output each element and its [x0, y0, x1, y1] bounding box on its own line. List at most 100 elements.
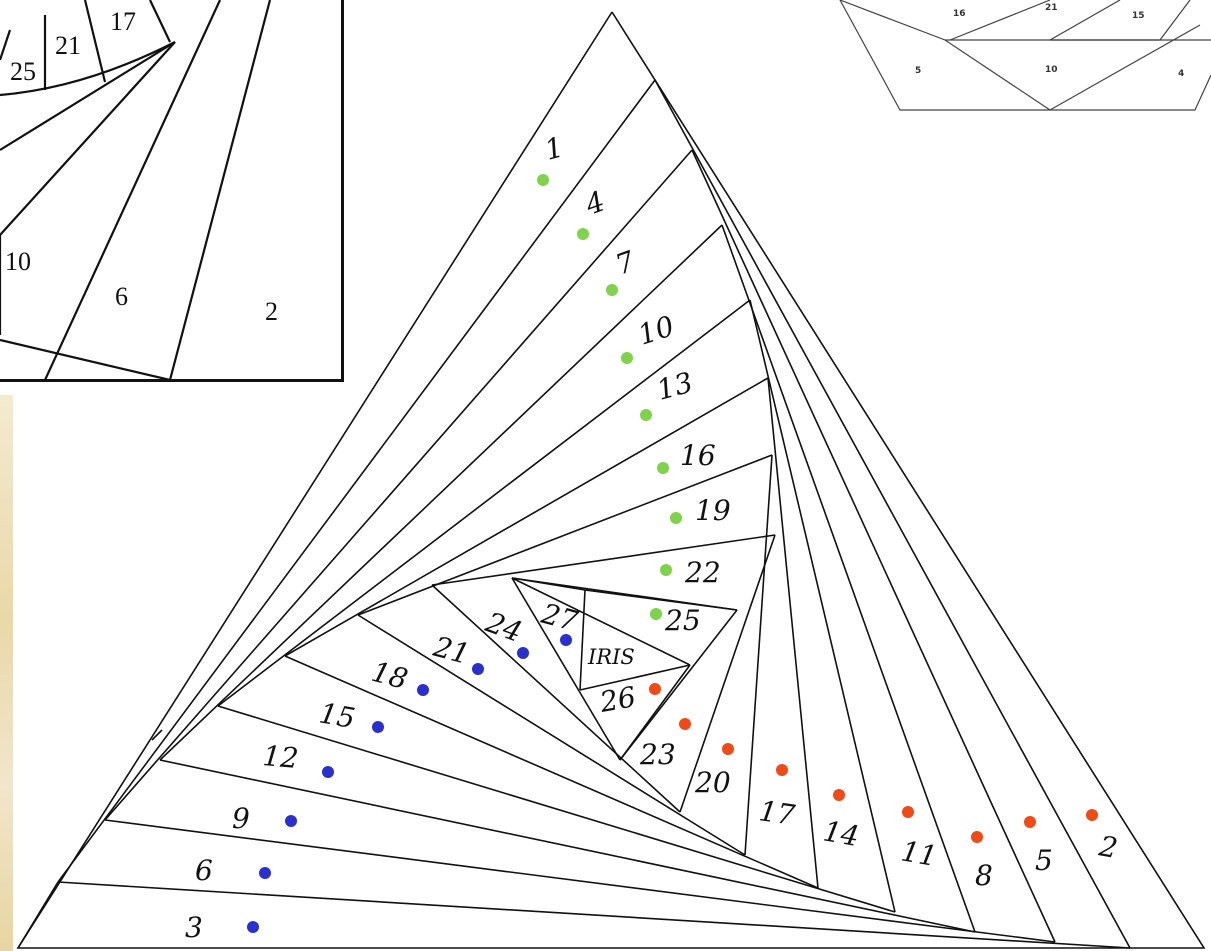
strip-line-1 [57, 79, 656, 883]
strip-dot-5 [1024, 816, 1036, 828]
strip-label-25: 25 [664, 604, 701, 637]
strip-dot-16 [657, 462, 669, 474]
strip-line-3 [159, 224, 723, 761]
right-card-label-5: 5 [915, 66, 921, 76]
strip-dot-21 [472, 663, 484, 675]
strip-dot-24 [517, 647, 529, 659]
strip-dot-4 [577, 228, 589, 240]
strip-line-14 [744, 454, 773, 856]
strip-line-13 [767, 377, 819, 889]
strip-dot-25 [650, 608, 662, 620]
iris-center-label: IRIS [587, 645, 635, 669]
strip-line-16 [619, 609, 738, 761]
strip-line-11 [721, 224, 976, 933]
strip-line-24 [511, 577, 621, 761]
right-pattern-card: 16 21 15 5 10 4 [830, 0, 1211, 116]
strip-line-7 [431, 534, 776, 586]
strip-line-28 [579, 664, 691, 691]
strip-dot-15 [372, 721, 384, 733]
strip-label-18: 18 [368, 655, 411, 696]
strip-line-23 [431, 584, 681, 813]
strip-dot-10 [621, 352, 633, 364]
strip-line-25 [511, 577, 691, 666]
left-card-label-6: 6 [115, 282, 128, 311]
strip-dot-19 [670, 512, 682, 524]
photo-edge-strip [0, 395, 13, 951]
strip-line-17 [57, 881, 1131, 949]
strip-label-9: 9 [232, 802, 250, 835]
strip-label-3: 3 [185, 911, 203, 944]
right-card-label-21: 21 [1045, 3, 1058, 13]
strip-label-12: 12 [261, 739, 299, 775]
strip-label-26: 26 [597, 680, 639, 719]
strip-line-26 [579, 589, 586, 691]
left-pattern-card: 17 25 21 10 6 2 [0, 0, 344, 382]
strip-line-30 [511, 577, 586, 591]
strip-line-9 [654, 79, 1131, 949]
strip-dot-7 [606, 284, 618, 296]
strip-line-29 [584, 589, 738, 611]
strip-line-10 [691, 149, 1056, 943]
strip-line-27 [619, 664, 691, 761]
strip-line-18 [104, 819, 1056, 943]
strip-dot-3 [247, 921, 259, 933]
left-card-label-17: 17 [110, 7, 136, 36]
strip-label-6: 6 [195, 854, 213, 887]
strip-dot-2 [1086, 809, 1098, 821]
right-pattern-svg: 16 21 15 5 10 4 [839, 0, 1211, 111]
right-card-label-16: 16 [953, 9, 966, 19]
strip-dot-14 [833, 789, 845, 801]
strip-label-24: 24 [481, 605, 527, 649]
strip-label-4: 4 [580, 184, 609, 221]
right-card-label-15: 15 [1132, 11, 1145, 21]
strip-dot-6 [259, 867, 271, 879]
strip-label-2: 2 [1096, 829, 1120, 865]
strip-line-22 [357, 614, 746, 856]
strip-line-21 [284, 655, 819, 889]
strip-dots [247, 174, 1098, 933]
strip-dot-1 [537, 174, 549, 186]
strip-label-11: 11 [899, 834, 940, 873]
left-card-label-10: 10 [5, 247, 31, 276]
strip-label-23: 23 [639, 738, 676, 771]
strip-dot-18 [417, 684, 429, 696]
strip-label-13: 13 [653, 366, 696, 407]
strip-line-5 [284, 377, 769, 657]
left-card-label-21: 21 [55, 31, 81, 60]
right-card-label-10: 10 [1045, 65, 1058, 75]
left-card-label-25: 25 [10, 57, 36, 86]
strip-label-7: 7 [611, 244, 639, 281]
strip-line-2 [104, 149, 693, 821]
strip-dot-20 [722, 743, 734, 755]
strip-line-12 [749, 299, 896, 913]
strip-dot-11 [902, 806, 914, 818]
strip-label-14: 14 [821, 814, 862, 853]
strip-line-32 [17, 881, 59, 949]
strip-dot-22 [660, 564, 672, 576]
left-card-label-2: 2 [265, 297, 278, 326]
strip-line-15 [679, 534, 776, 813]
strip-label-5: 5 [1035, 844, 1053, 877]
strip-label-22: 22 [684, 556, 721, 589]
strip-label-17: 17 [757, 794, 797, 832]
strip-label-1: 1 [541, 130, 567, 166]
strip-dot-23 [679, 718, 691, 730]
strip-dot-13 [640, 409, 652, 421]
strip-dot-27 [560, 634, 572, 646]
strip-label-8: 8 [975, 859, 993, 892]
strip-line-19 [159, 759, 976, 933]
strip-label-21: 21 [429, 630, 473, 671]
strip-line-31 [151, 729, 163, 741]
strip-label-19: 19 [695, 494, 731, 527]
strip-label-16: 16 [680, 439, 716, 472]
outer-triangle [16, 11, 1206, 949]
strip-dot-17 [776, 764, 788, 776]
strip-dot-9 [285, 815, 297, 827]
strip-line-4 [217, 299, 751, 707]
strip-label-15: 15 [317, 696, 358, 735]
right-card-label-4: 4 [1178, 69, 1184, 79]
strip-line-6 [357, 454, 773, 616]
strip-dot-12 [322, 766, 334, 778]
